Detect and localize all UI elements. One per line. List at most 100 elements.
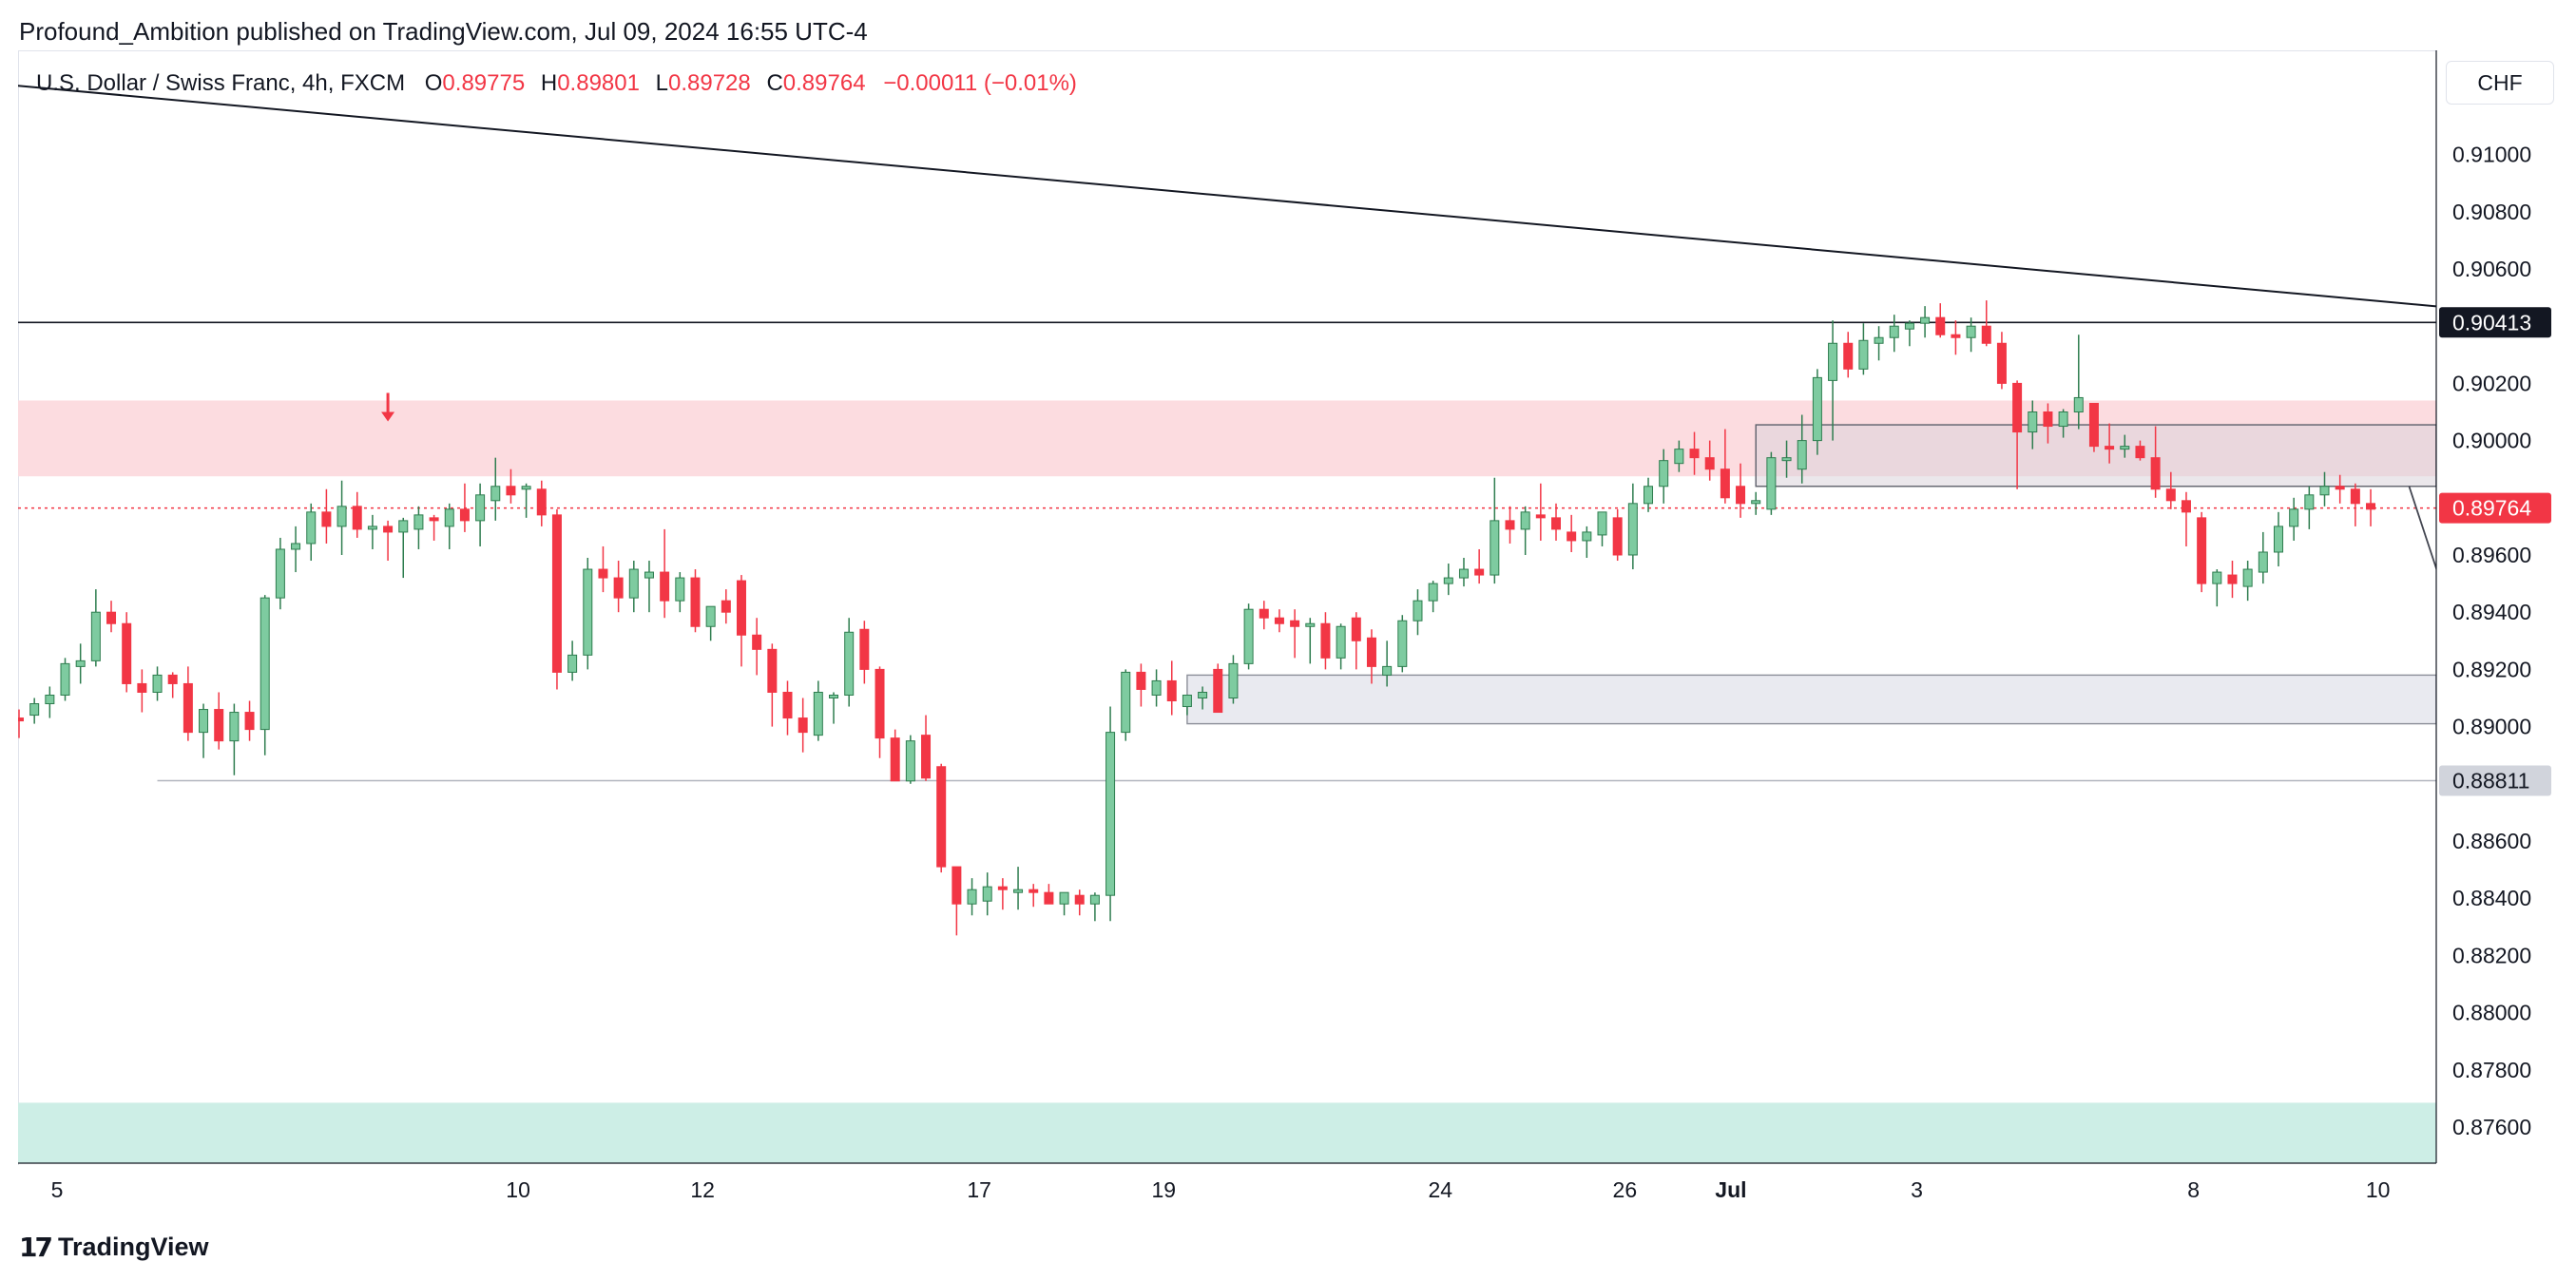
candle [18,709,24,738]
candle [60,658,70,701]
candle [29,698,40,724]
candle [137,669,147,713]
time-tick-label: 12 [690,1177,715,1202]
candle [1551,503,1561,541]
candle [844,618,855,707]
price-tick-label: 0.88600 [2452,829,2531,853]
candle [567,640,578,681]
price-tick-label: 0.90800 [2452,200,2531,224]
candle [183,666,193,741]
candle [1458,558,1469,587]
candle [2181,491,2191,546]
time-tick-label: 3 [1911,1177,1923,1202]
candle [306,503,317,562]
price-tick-label: 0.90200 [2452,371,2531,395]
time-tick-label: 10 [2366,1177,2391,1202]
candle [613,561,624,613]
candle [1858,323,1869,375]
price-tick-label: 0.87800 [2452,1058,2531,1082]
symbol-title[interactable]: U.S. Dollar / Swiss Franc, 4h, FXCM [36,70,406,96]
candle [1198,686,1208,710]
candle [1089,892,1100,922]
candle [1228,655,1239,704]
candle [721,589,731,624]
candle [936,763,947,873]
low-value: 0.89728 [668,70,751,96]
candle [2012,380,2023,489]
candle [1981,300,1991,347]
support-box-zone[interactable] [1186,674,2436,725]
candle [1828,320,1838,441]
price-tick-label: 0.89400 [2452,600,2531,624]
demand-zone[interactable] [18,1102,2436,1167]
price-tick-label: 0.88400 [2452,886,2531,910]
candle [1720,429,1730,504]
candle [413,506,424,549]
candle [1766,451,1777,515]
candle [1305,618,1316,664]
candle [1935,303,1946,338]
candle [1659,449,1669,504]
candle [2350,483,2360,526]
sell-signal-arrow-icon[interactable] [381,392,395,422]
candle [859,621,870,684]
candle [2088,402,2099,452]
candle [1213,663,1223,714]
low-label: L [655,70,668,96]
price-badge: 0.90413 [2439,307,2551,338]
candle [921,715,932,781]
price-tick-label: 0.89600 [2452,543,2531,567]
candle [1920,306,1931,338]
candle [1520,506,1530,555]
candle [90,589,101,667]
candle [352,491,362,538]
candle [260,595,270,755]
candle [2289,497,2299,541]
candle [782,680,793,736]
candle [75,643,86,684]
candle [1966,317,1976,353]
candle [1136,663,1146,707]
candle [1505,506,1515,544]
candle [1996,332,2007,390]
candle [229,703,240,775]
svg-text:0.88811: 0.88811 [2452,768,2529,793]
time-tick-label: 24 [1429,1177,1453,1202]
plot-area[interactable] [4,85,2576,1167]
candle [1644,477,1654,512]
price-tick-label: 0.91000 [2452,143,2531,167]
candle [890,729,900,782]
candle [321,488,332,544]
candle [383,520,394,562]
candle [705,605,716,641]
candle [2120,434,2130,458]
candle [1535,483,1546,541]
candle [1182,694,1192,716]
candle [1812,369,1822,455]
candle [905,735,915,784]
time-tick-label: 19 [1151,1177,1176,1202]
candle [106,601,117,633]
candle [2227,561,2238,599]
candle [490,457,501,521]
candle [1751,491,1761,515]
candle [1366,629,1376,684]
candle [1474,548,1485,584]
high-value: 0.89801 [557,70,640,96]
candle [1689,431,1700,475]
candle [459,483,470,532]
candle [1259,601,1269,630]
candle [444,503,454,549]
trendline[interactable] [4,85,2576,441]
currency-selector[interactable]: CHF [2446,61,2554,105]
candle [2150,426,2161,498]
candle [2197,511,2207,593]
candle [1582,526,1592,559]
price-badge: 0.89764 [2439,492,2551,524]
price-tick-label: 0.90600 [2452,257,2531,281]
candle [1704,440,1715,481]
tradingview-brand[interactable]: 17 TradingView [19,1232,209,1263]
candle [1166,660,1177,716]
open-label: O [424,70,443,96]
